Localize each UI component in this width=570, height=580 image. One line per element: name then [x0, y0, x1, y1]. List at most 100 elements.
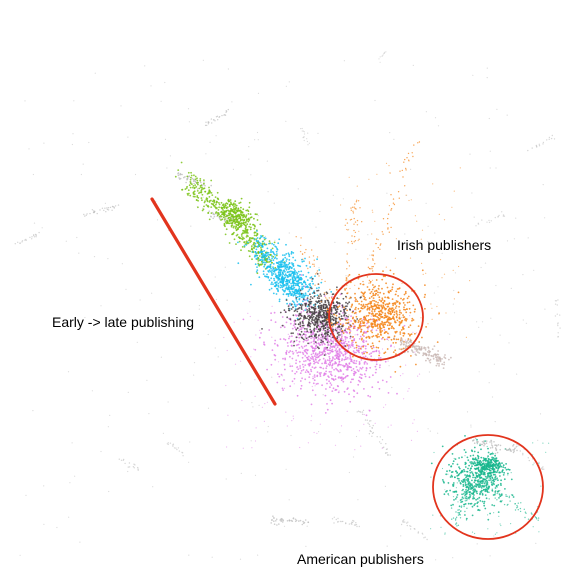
node-dot	[230, 224, 233, 227]
node-dot	[313, 362, 315, 365]
node-dot	[67, 371, 70, 373]
node-dot	[252, 223, 254, 226]
node-dot	[385, 331, 388, 333]
node-dot	[354, 231, 357, 234]
node-dot	[464, 463, 467, 466]
node-dot	[322, 337, 324, 340]
node-dot	[346, 228, 348, 231]
node-dot	[148, 413, 150, 415]
node-dot	[328, 370, 331, 373]
node-dot	[314, 358, 317, 360]
node-dot	[484, 484, 486, 487]
node-dot	[308, 324, 311, 327]
node-dot	[229, 216, 231, 219]
node-dot	[319, 302, 321, 305]
node-dot	[268, 240, 271, 243]
node-dot	[350, 325, 353, 328]
node-dot	[345, 297, 348, 299]
node-dot	[309, 287, 312, 289]
node-dot	[331, 348, 334, 351]
node-dot	[301, 320, 304, 323]
node-dot	[268, 279, 271, 282]
node-dot	[343, 306, 346, 309]
node-dot	[137, 468, 139, 470]
node-dot	[107, 426, 109, 428]
node-dot	[335, 367, 337, 370]
node-dot	[349, 354, 352, 357]
node-dot	[261, 254, 264, 257]
node-dot	[299, 273, 301, 276]
node-dot	[352, 361, 355, 364]
node-dot	[211, 203, 214, 206]
node-dot	[335, 518, 337, 521]
node-dot	[306, 138, 308, 140]
node-dot	[271, 257, 273, 260]
node-dot	[350, 240, 353, 243]
node-dot	[348, 393, 350, 396]
node-dot	[299, 519, 302, 522]
node-dot	[427, 225, 429, 227]
node-dot	[287, 307, 290, 310]
node-dot	[471, 479, 473, 482]
node-dot	[331, 377, 333, 380]
node-dot	[505, 468, 508, 471]
node-dot	[334, 241, 336, 243]
node-dot	[297, 275, 300, 277]
node-dot	[363, 335, 365, 338]
node-dot	[383, 52, 385, 55]
node-dot	[311, 280, 314, 283]
node-dot	[395, 300, 398, 302]
node-dot	[472, 457, 474, 460]
node-dot	[548, 138, 550, 140]
node-dot	[272, 292, 275, 295]
node-dot	[231, 214, 234, 217]
node-dot	[304, 519, 307, 521]
node-dot	[246, 218, 248, 221]
node-dot	[313, 327, 316, 330]
node-dot	[480, 472, 483, 475]
node-dot	[248, 219, 251, 221]
node-dot	[334, 388, 337, 390]
node-dot	[299, 278, 301, 281]
node-dot	[359, 320, 362, 323]
node-dot	[334, 358, 336, 360]
node-dot	[366, 276, 369, 278]
node-dot	[372, 294, 375, 296]
node-dot	[382, 218, 385, 220]
node-dot	[316, 297, 319, 299]
node-dot	[420, 238, 422, 240]
node-dot	[335, 357, 338, 360]
node-dot	[300, 308, 303, 310]
node-dot	[422, 354, 424, 357]
node-dot	[217, 197, 219, 200]
node-dot	[361, 353, 364, 355]
node-dot	[533, 269, 535, 271]
node-dot	[316, 361, 318, 363]
node-dot	[370, 315, 372, 317]
node-dot	[280, 279, 282, 282]
node-dot	[472, 474, 475, 476]
node-dot	[350, 522, 352, 525]
node-dot	[450, 474, 453, 477]
node-dot	[270, 287, 273, 290]
node-dot	[312, 360, 315, 362]
node-dot	[294, 273, 297, 275]
node-dot	[313, 374, 316, 376]
node-dot	[356, 525, 358, 528]
node-dot	[308, 142, 310, 144]
node-dot	[417, 375, 419, 377]
node-dot	[295, 362, 297, 365]
node-dot	[350, 369, 353, 372]
node-dot	[298, 340, 301, 343]
node-dot	[469, 475, 471, 478]
node-dot	[404, 290, 407, 293]
node-dot	[441, 358, 443, 360]
node-dot	[288, 351, 290, 354]
node-dot	[177, 169, 180, 172]
node-dot	[363, 388, 365, 390]
node-dot	[318, 347, 320, 350]
node-dot	[402, 521, 404, 523]
node-dot	[197, 199, 200, 202]
node-dot	[488, 117, 490, 120]
node-dot	[218, 202, 220, 204]
